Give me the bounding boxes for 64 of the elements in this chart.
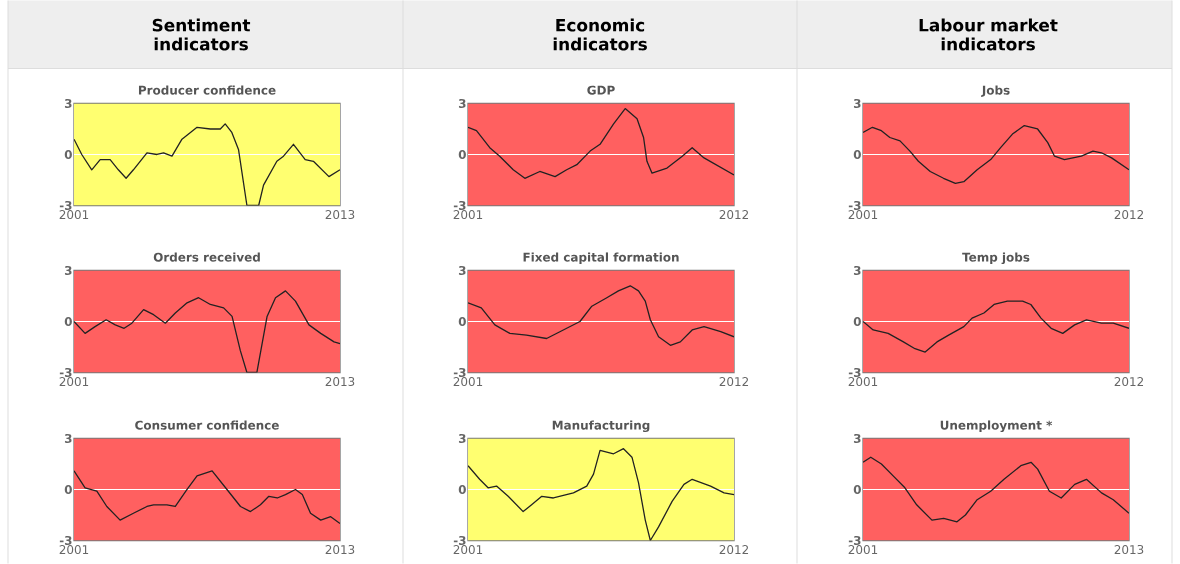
x-tick-label: 2001: [59, 210, 89, 220]
chart-title: Temp jobs: [962, 252, 1030, 265]
chart-title: Fixed capital formation: [523, 252, 679, 264]
y-tick-label: 3: [64, 433, 72, 444]
x-tick-label: 2013: [325, 210, 355, 220]
y-tick-label: 0: [458, 149, 466, 160]
text: Labour market indicators: [919, 18, 1058, 51]
y-tick-label: 0: [64, 149, 72, 160]
y-tick-label: -3: [848, 535, 861, 546]
text: Economic indicators: [553, 18, 647, 51]
y-tick-label: 0: [64, 484, 72, 495]
chart-title: GDP: [587, 85, 615, 95]
line-series: [863, 456, 1130, 523]
y-tick-label: 3: [64, 98, 72, 109]
y-tick-label: 0: [853, 316, 861, 327]
x-tick-label: 2012: [719, 545, 749, 555]
y-tick-label: -3: [453, 367, 466, 378]
y-tick-label: 0: [64, 316, 72, 327]
x-tick-label: 2001: [848, 377, 878, 387]
y-tick-label: 3: [458, 98, 466, 109]
line-series: [74, 290, 341, 373]
y-tick-label: 3: [853, 98, 861, 109]
x-tick-label: 2001: [59, 377, 89, 387]
y-tick-label: -3: [848, 200, 861, 211]
x-tick-label: 2001: [453, 210, 483, 220]
line-series: [74, 123, 341, 206]
y-tick-label: -3: [453, 200, 466, 211]
y-tick-label: 3: [458, 433, 466, 444]
chart-title: Consumer confidence: [135, 420, 279, 430]
line-series: [74, 470, 341, 525]
y-tick-label: 3: [853, 265, 861, 276]
y-tick-label: 3: [64, 265, 72, 276]
y-tick-label: -3: [848, 367, 861, 378]
line-series: [863, 300, 1130, 353]
y-tick-label: 3: [853, 433, 861, 444]
chart-title: Producer confidence: [138, 85, 276, 95]
chart-title: Orders received: [153, 252, 260, 262]
x-tick-label: 2012: [719, 210, 749, 220]
line-series: [468, 285, 735, 346]
y-tick-label: 0: [458, 484, 466, 495]
line-series: [863, 124, 1130, 185]
y-tick-label: 0: [458, 316, 466, 327]
x-tick-label: 2013: [325, 545, 355, 555]
x-tick-label: 2001: [848, 545, 878, 555]
chart-title: Manufacturing: [552, 420, 650, 433]
x-tick-label: 2001: [848, 210, 878, 220]
y-tick-label: 0: [853, 149, 861, 160]
x-tick-label: 2001: [59, 545, 89, 555]
y-tick-label: -3: [59, 200, 72, 211]
y-tick-label: -3: [59, 367, 72, 378]
x-tick-label: 2012: [719, 377, 749, 387]
x-tick-label: 2012: [1114, 377, 1144, 387]
x-tick-label: 2013: [1114, 545, 1144, 555]
chart-title: Unemployment *: [940, 420, 1053, 433]
x-tick-label: 2012: [1114, 210, 1144, 220]
y-tick-label: 0: [853, 484, 861, 495]
x-tick-label: 2001: [453, 545, 483, 555]
y-tick-label: -3: [453, 535, 466, 546]
chart-title: Jobs: [981, 85, 1010, 97]
text: Sentiment indicators: [152, 18, 251, 51]
y-tick-label: -3: [59, 535, 72, 546]
x-tick-label: 2001: [453, 377, 483, 387]
y-tick-label: 3: [458, 265, 466, 276]
x-tick-label: 2013: [325, 377, 355, 387]
